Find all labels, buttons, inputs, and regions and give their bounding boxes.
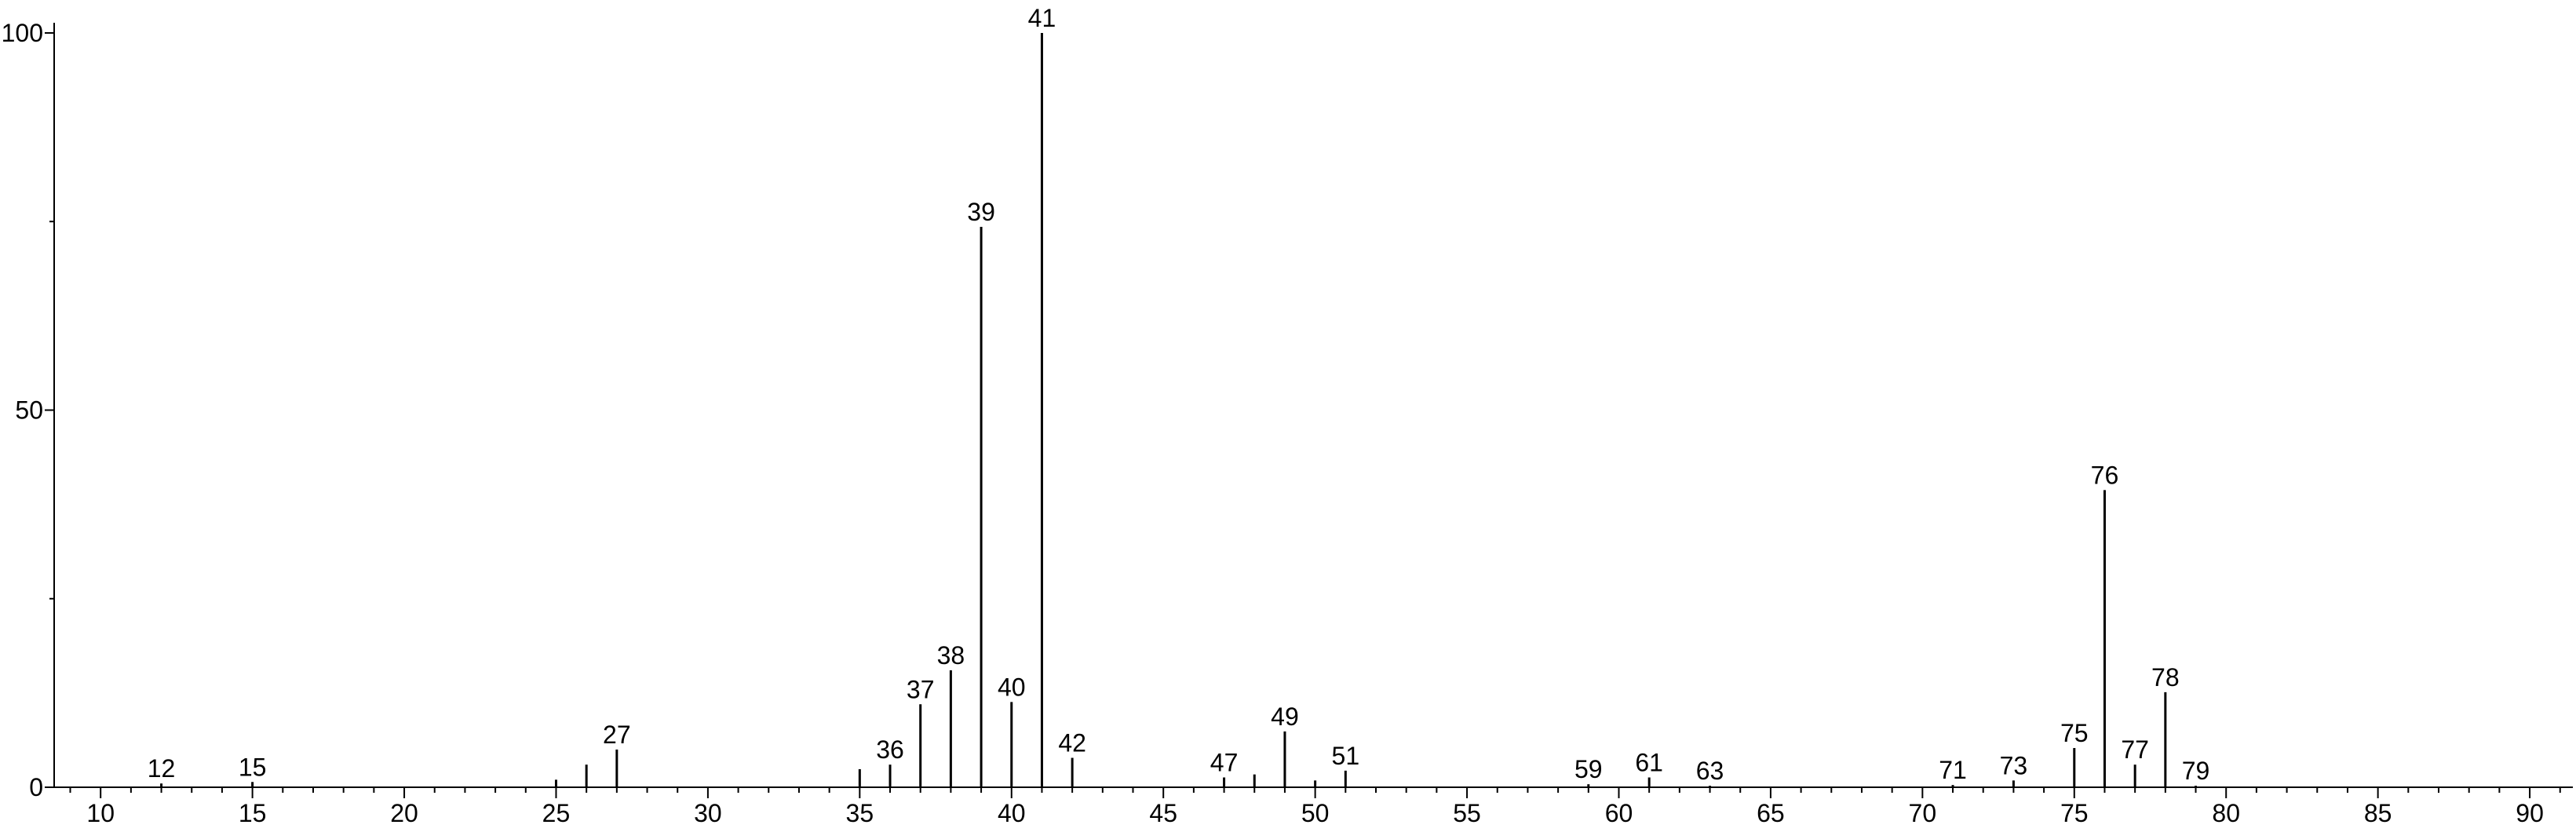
peak-label: 77	[2121, 735, 2149, 764]
x-tick-label: 90	[2516, 799, 2544, 827]
peak-label: 59	[1574, 755, 1603, 783]
x-tick-label: 60	[1605, 799, 1633, 827]
x-tick-label: 85	[2364, 799, 2392, 827]
x-tick-label: 55	[1453, 799, 1481, 827]
x-tick-label: 70	[1909, 799, 1937, 827]
peak-label: 27	[603, 721, 631, 749]
peak-label: 36	[876, 735, 904, 764]
x-tick-label: 50	[1301, 799, 1330, 827]
peak-label: 12	[148, 754, 176, 783]
peak-label: 42	[1058, 729, 1086, 757]
x-tick-label: 25	[542, 799, 571, 827]
x-tick-label: 10	[86, 799, 115, 827]
peak-label: 63	[1696, 757, 1724, 785]
peak-label: 61	[1635, 749, 1663, 777]
x-tick-label: 65	[1757, 799, 1785, 827]
peak-label: 39	[967, 198, 995, 226]
peak-label: 47	[1210, 749, 1239, 777]
peak-label: 38	[937, 641, 965, 670]
peak-label: 73	[2000, 751, 2028, 779]
x-tick-label: 75	[2060, 799, 2089, 827]
peak-label: 76	[2091, 461, 2119, 489]
peak-label: 78	[2151, 663, 2180, 692]
x-tick-label: 40	[998, 799, 1026, 827]
peak-label: 15	[239, 753, 267, 781]
peak-label: 41	[1028, 4, 1056, 32]
peak-label: 75	[2060, 719, 2089, 747]
peak-label: 51	[1332, 742, 1360, 770]
peak-label: 40	[998, 673, 1026, 701]
x-tick-label: 30	[694, 799, 722, 827]
peak-label: 49	[1271, 702, 1299, 731]
y-tick-label: 0	[29, 773, 43, 801]
y-tick-label: 50	[15, 396, 43, 424]
x-tick-label: 80	[2212, 799, 2240, 827]
x-tick-label: 35	[846, 799, 874, 827]
peak-label: 71	[1939, 756, 1967, 784]
x-tick-label: 45	[1149, 799, 1177, 827]
x-tick-label: 20	[390, 799, 418, 827]
peak-label: 79	[2182, 757, 2210, 785]
x-tick-label: 15	[239, 799, 267, 827]
peak-label: 37	[907, 675, 935, 703]
y-tick-label: 100	[2, 19, 43, 47]
